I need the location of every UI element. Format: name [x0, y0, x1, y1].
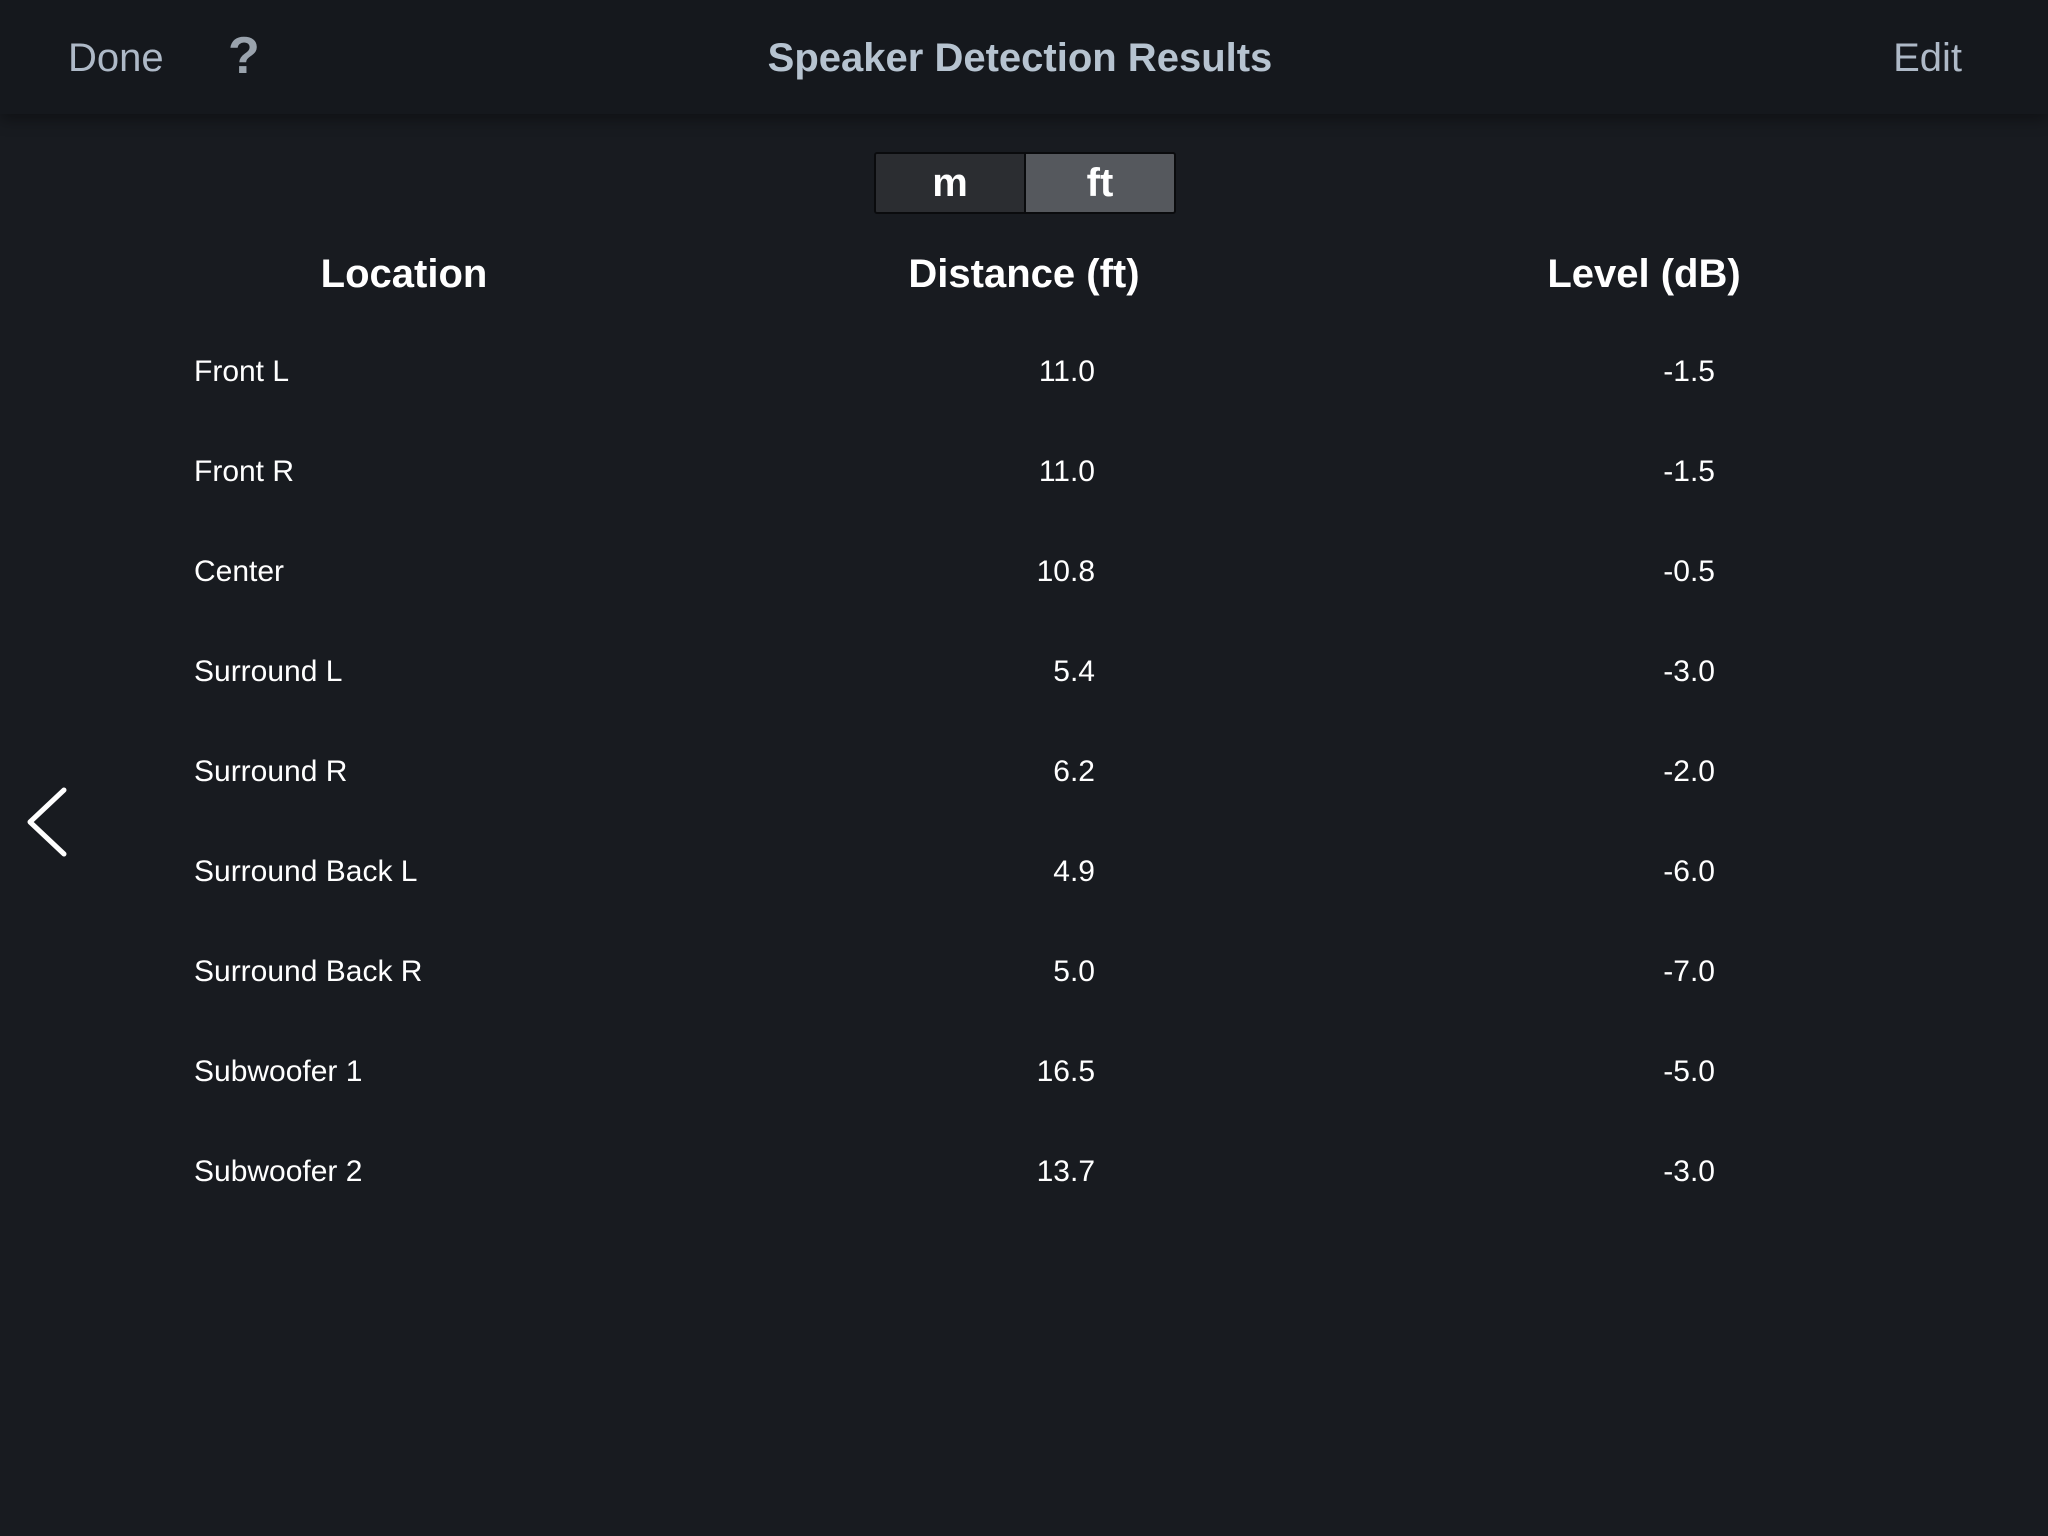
table-row[interactable]: Surround Back L 4.9 -6.0 — [0, 844, 2048, 944]
level-cell: -6.0 — [1663, 855, 1715, 888]
page-title: Speaker Detection Results — [767, 36, 1273, 80]
location-cell: Subwoofer 2 — [194, 1155, 363, 1188]
unit-option-m[interactable]: m — [876, 154, 1024, 212]
distance-cell: 11.0 — [1038, 455, 1095, 488]
level-cell: -3.0 — [1663, 1155, 1715, 1188]
level-cell: -0.5 — [1663, 555, 1715, 588]
distance-cell: 4.9 — [1053, 855, 1095, 888]
location-cell: Subwoofer 1 — [194, 1055, 363, 1088]
location-cell: Surround Back L — [194, 855, 418, 888]
location-cell: Surround R — [194, 755, 348, 788]
location-cell: Surround Back R — [194, 955, 423, 988]
table-row[interactable]: Front R 11.0 -1.5 — [0, 444, 2048, 544]
level-cell: -1.5 — [1663, 355, 1715, 388]
table-row[interactable]: Surround R 6.2 -2.0 — [0, 744, 2048, 844]
location-cell: Front L — [194, 355, 290, 388]
unit-toggle: m ft — [874, 152, 1176, 214]
distance-cell: 11.0 — [1038, 355, 1095, 388]
table-row[interactable]: Surround L 5.4 -3.0 — [0, 644, 2048, 744]
help-icon[interactable]: ? — [228, 27, 260, 85]
unit-option-ft[interactable]: ft — [1024, 154, 1174, 212]
table-row[interactable]: Center 10.8 -0.5 — [0, 544, 2048, 644]
chevron-left-icon[interactable] — [18, 782, 78, 862]
speaker-results-table: Front L 11.0 -1.5 Front R 11.0 -1.5 Cent… — [0, 344, 2048, 1244]
top-navigation-bar: Done ? Speaker Detection Results Edit — [0, 0, 2048, 114]
level-cell: -3.0 — [1663, 655, 1715, 688]
level-cell: -1.5 — [1663, 455, 1715, 488]
column-header-level: Level (dB) — [1547, 252, 1741, 296]
distance-cell: 16.5 — [1036, 1055, 1095, 1088]
table-row[interactable]: Subwoofer 1 16.5 -5.0 — [0, 1044, 2048, 1144]
level-cell: -5.0 — [1663, 1055, 1715, 1088]
table-row[interactable]: Front L 11.0 -1.5 — [0, 344, 2048, 444]
location-cell: Center — [194, 555, 285, 588]
level-cell: -7.0 — [1663, 955, 1715, 988]
table-row[interactable]: Surround Back R 5.0 -7.0 — [0, 944, 2048, 1044]
distance-cell: 10.8 — [1036, 555, 1095, 588]
table-row[interactable]: Subwoofer 2 13.7 -3.0 — [0, 1144, 2048, 1244]
level-cell: -2.0 — [1663, 755, 1715, 788]
distance-cell: 13.7 — [1036, 1155, 1095, 1188]
distance-cell: 6.2 — [1053, 755, 1095, 788]
column-header-distance: Distance (ft) — [908, 252, 1140, 296]
distance-cell: 5.0 — [1053, 955, 1095, 988]
distance-cell: 5.4 — [1053, 655, 1095, 688]
location-cell: Surround L — [194, 655, 343, 688]
edit-button[interactable]: Edit — [1893, 36, 1962, 80]
location-cell: Front R — [194, 455, 295, 488]
column-header-location: Location — [320, 252, 488, 296]
done-button[interactable]: Done — [68, 36, 164, 80]
